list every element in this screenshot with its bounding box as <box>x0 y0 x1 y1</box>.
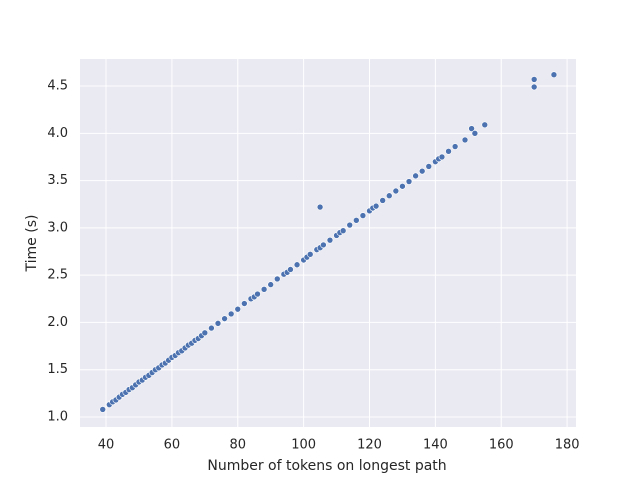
point <box>221 315 228 322</box>
point <box>530 83 538 91</box>
point <box>359 212 367 219</box>
point <box>241 300 248 307</box>
point <box>399 182 406 190</box>
x-tick-label: 160 <box>489 438 514 453</box>
point <box>418 167 426 175</box>
x-tick-label: 120 <box>357 438 382 453</box>
point <box>287 266 294 273</box>
point <box>385 192 393 200</box>
y-tick-label: 2.5 <box>47 268 68 283</box>
point <box>234 305 242 313</box>
point <box>306 251 314 258</box>
x-axis-label: Number of tokens on longest path <box>207 458 446 474</box>
y-tick-label: 1.5 <box>47 362 68 377</box>
point <box>451 143 459 150</box>
point <box>481 121 489 129</box>
point <box>208 324 215 332</box>
x-tick-label: 180 <box>555 438 580 453</box>
point <box>461 136 469 144</box>
point <box>339 227 347 235</box>
y-tick-label: 4.0 <box>47 126 68 141</box>
point <box>293 261 301 269</box>
point <box>438 153 446 161</box>
point <box>346 221 354 229</box>
point <box>254 290 261 298</box>
point <box>227 310 235 318</box>
point <box>214 320 222 327</box>
y-tick-label: 3.5 <box>47 173 68 188</box>
point <box>412 172 419 180</box>
point <box>260 286 268 293</box>
point <box>316 203 324 211</box>
y-tick-label: 2.0 <box>47 315 68 330</box>
point <box>372 202 380 210</box>
point <box>326 236 334 244</box>
point <box>267 281 274 288</box>
x-tick-label: 60 <box>164 438 181 453</box>
point <box>99 406 107 413</box>
point <box>530 76 538 83</box>
point <box>550 71 558 78</box>
point <box>273 275 281 283</box>
point <box>353 217 360 224</box>
point <box>405 178 413 185</box>
y-tick-label: 1.0 <box>47 409 68 424</box>
point <box>471 130 479 137</box>
y-tick-label: 4.5 <box>47 79 68 94</box>
y-axis-label: Time (s) <box>24 215 40 273</box>
point <box>320 241 327 249</box>
x-tick-label: 140 <box>423 438 448 453</box>
point <box>379 197 386 204</box>
point <box>425 163 433 170</box>
point <box>445 147 452 155</box>
point <box>468 125 475 132</box>
x-tick-label: 100 <box>291 438 316 453</box>
y-tick-label: 3.0 <box>47 220 68 235</box>
x-tick-label: 80 <box>229 438 246 453</box>
x-tick-label: 40 <box>98 438 115 453</box>
point <box>392 187 400 195</box>
point <box>201 329 209 337</box>
